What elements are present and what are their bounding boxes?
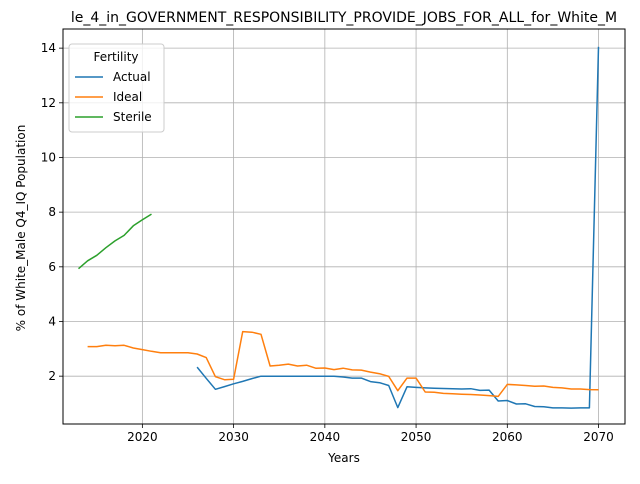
x-tick-label: 2050: [401, 430, 432, 444]
y-tick-label: 12: [41, 96, 56, 110]
y-tick-label: 14: [41, 41, 56, 55]
x-tick-label: 2040: [310, 430, 341, 444]
x-tick-label: 2030: [218, 430, 249, 444]
x-axis-ticks: 2020 2030 2040 2050 2060 2070: [127, 424, 614, 444]
series-line-ideal: [87, 330, 599, 398]
x-tick-label: 2060: [492, 430, 523, 444]
x-axis-label: Years: [327, 451, 360, 465]
plot-frame: [62, 28, 626, 425]
series-line-actual: [196, 46, 600, 409]
legend-label-actual: Actual: [113, 70, 151, 84]
y-tick-label: 10: [41, 150, 56, 164]
grid: [63, 29, 625, 424]
series-lines: [78, 46, 600, 409]
legend-box: [68, 43, 165, 133]
series-line-sterile: [78, 213, 152, 270]
legend-title: Fertility: [93, 50, 138, 64]
legend-label-ideal: Ideal: [113, 90, 142, 104]
y-tick-label: 6: [48, 260, 56, 274]
legend: Fertility Actual Ideal Sterile: [68, 43, 165, 133]
y-axis-ticks: 2 4 6 8 10 12 14: [41, 41, 63, 383]
y-tick-label: 4: [48, 314, 56, 328]
y-tick-label: 8: [48, 205, 56, 219]
chart-title: le_4_in_GOVERNMENT_RESPONSIBILITY_PROVID…: [71, 10, 617, 26]
y-tick-label: 2: [48, 369, 56, 383]
legend-label-sterile: Sterile: [113, 110, 152, 124]
x-tick-label: 2070: [583, 430, 614, 444]
y-axis-label: % of White_Male Q4_IQ Population: [14, 125, 28, 332]
x-tick-label: 2020: [127, 430, 158, 444]
